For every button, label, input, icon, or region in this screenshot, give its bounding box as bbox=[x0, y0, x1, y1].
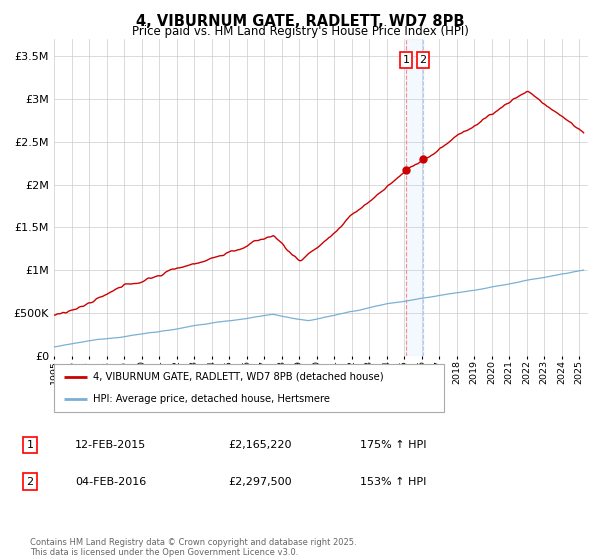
Text: £2,165,220: £2,165,220 bbox=[228, 440, 292, 450]
Text: 12-FEB-2015: 12-FEB-2015 bbox=[75, 440, 146, 450]
Text: 1: 1 bbox=[26, 440, 34, 450]
Text: £2,297,500: £2,297,500 bbox=[228, 477, 292, 487]
Text: 2: 2 bbox=[419, 55, 427, 65]
Text: 4, VIBURNUM GATE, RADLETT, WD7 8PB: 4, VIBURNUM GATE, RADLETT, WD7 8PB bbox=[136, 14, 464, 29]
Bar bbox=[406, 39, 423, 356]
Text: 153% ↑ HPI: 153% ↑ HPI bbox=[360, 477, 427, 487]
FancyBboxPatch shape bbox=[54, 364, 444, 412]
Text: 2: 2 bbox=[26, 477, 34, 487]
Text: Price paid vs. HM Land Registry's House Price Index (HPI): Price paid vs. HM Land Registry's House … bbox=[131, 25, 469, 38]
Text: 4, VIBURNUM GATE, RADLETT, WD7 8PB (detached house): 4, VIBURNUM GATE, RADLETT, WD7 8PB (deta… bbox=[93, 372, 383, 382]
Text: Contains HM Land Registry data © Crown copyright and database right 2025.
This d: Contains HM Land Registry data © Crown c… bbox=[30, 538, 356, 557]
Text: 175% ↑ HPI: 175% ↑ HPI bbox=[360, 440, 427, 450]
Text: HPI: Average price, detached house, Hertsmere: HPI: Average price, detached house, Hert… bbox=[93, 394, 330, 404]
Text: 1: 1 bbox=[403, 55, 409, 65]
Text: 04-FEB-2016: 04-FEB-2016 bbox=[75, 477, 146, 487]
